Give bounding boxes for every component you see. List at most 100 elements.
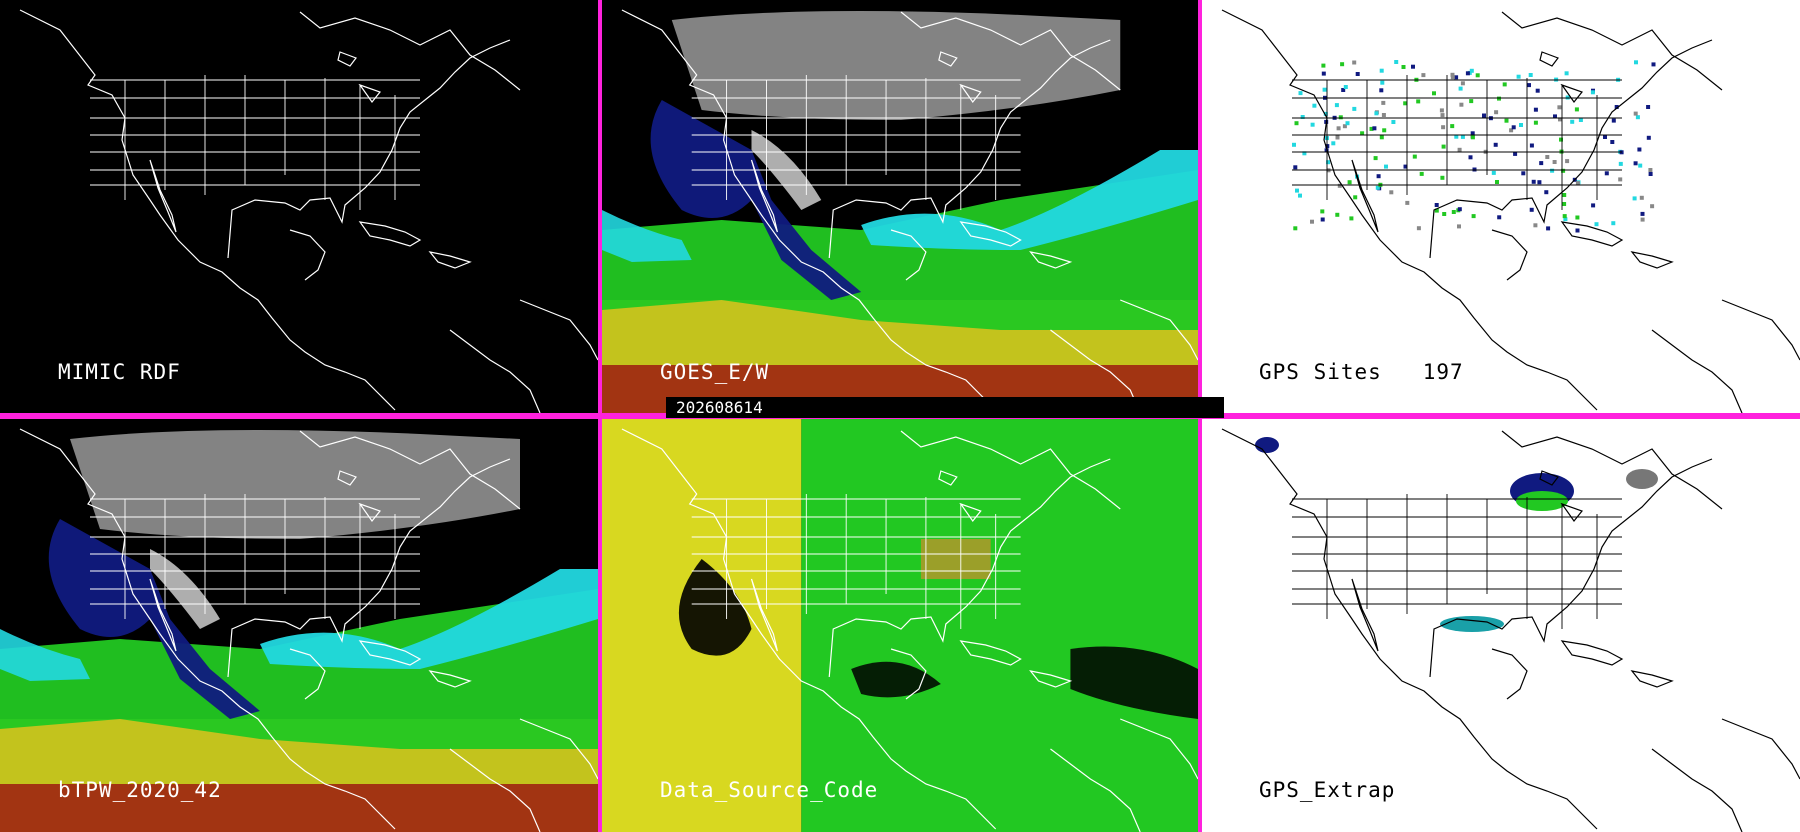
- gps-site-marker: [1539, 161, 1544, 166]
- gps-site-marker: [1553, 114, 1557, 119]
- tpw-band-gray: [70, 430, 520, 539]
- gps-site-marker: [1381, 113, 1386, 117]
- gps-site-marker: [1341, 88, 1346, 92]
- gps-site-marker: [1564, 71, 1569, 76]
- extrap-blob: [1440, 616, 1504, 632]
- gps-site-marker: [1578, 118, 1583, 122]
- gps-site-marker: [1302, 151, 1307, 156]
- panel-gps-sites: GPS Sites 197: [1202, 0, 1800, 413]
- gps-site-marker: [1634, 60, 1638, 65]
- gps-site-marker: [1379, 135, 1384, 140]
- gps-site-marker: [1533, 120, 1538, 125]
- gps-site-marker: [1298, 193, 1302, 198]
- gps-site-marker: [1545, 155, 1550, 159]
- gps-site-marker: [1340, 62, 1345, 67]
- gps-site-marker: [1310, 219, 1314, 224]
- gps-site-marker: [1376, 174, 1381, 179]
- gps-site-marker: [1381, 100, 1386, 105]
- gps-site-marker: [1497, 215, 1502, 220]
- gps-site-marker: [1544, 190, 1549, 195]
- gps-site-marker: [1326, 160, 1331, 165]
- gps-site-marker: [1519, 123, 1523, 127]
- gps-site-marker: [1416, 99, 1421, 104]
- coast-segment: [1029, 670, 1073, 688]
- coast-segment: [519, 299, 598, 361]
- gps-site-marker: [1646, 135, 1651, 140]
- coast-segment: [621, 428, 997, 830]
- panel-label-gps-sites: GPS Sites 197: [1259, 360, 1464, 384]
- gps-site-marker: [1421, 73, 1426, 78]
- gps-site-marker: [1565, 95, 1570, 100]
- extrap-blob: [1516, 491, 1568, 511]
- coast-segment: [1120, 718, 1198, 780]
- coast-segment: [890, 648, 927, 700]
- gps-site-marker: [1338, 115, 1343, 120]
- gps-site-marker: [1565, 159, 1570, 164]
- gps-site-marker: [1411, 64, 1415, 69]
- gps-site-marker: [1639, 195, 1644, 200]
- coast-segment: [1560, 640, 1624, 666]
- gps-site-marker: [1470, 135, 1475, 140]
- gps-site-marker: [1419, 171, 1424, 176]
- gps-site-marker: [1432, 91, 1436, 96]
- gps-site-marker: [1312, 103, 1317, 108]
- coast-segment: [938, 470, 982, 522]
- tpw-band-cyan: [861, 150, 1198, 250]
- coast-segment: [358, 640, 422, 666]
- tpw-band-cyan-west: [602, 210, 692, 262]
- extrap-blob: [1255, 437, 1279, 453]
- tpw-band-red: [0, 784, 598, 832]
- gps-site-marker: [1379, 88, 1384, 93]
- gps-site-marker: [1511, 125, 1516, 130]
- coast-segment: [149, 159, 177, 233]
- gps-site-marker: [1298, 91, 1303, 96]
- gps-site-marker: [1495, 180, 1499, 184]
- panel-goes-ew: GOES_E/W: [602, 0, 1198, 413]
- gps-site-marker: [1590, 90, 1595, 95]
- source-region-green: [801, 419, 1198, 832]
- tpw-band-cyan-west: [0, 629, 90, 681]
- gps-site-marker: [1563, 217, 1568, 222]
- gps-site-marker: [1352, 106, 1357, 111]
- map-mimic-rdf: [19, 9, 598, 413]
- gps-site-marker: [1310, 122, 1315, 127]
- gps-site-marker: [1342, 124, 1347, 129]
- gps-site-marker: [1471, 214, 1476, 219]
- gps-site-marker: [1347, 180, 1352, 185]
- gps-site-marker: [1353, 195, 1358, 200]
- gps-site-marker: [1521, 171, 1526, 176]
- gps-site-marker: [1457, 207, 1462, 212]
- timestamp-bar: 202608614: [666, 397, 1224, 418]
- gps-site-marker: [1562, 214, 1567, 219]
- gps-site-marker: [1482, 113, 1486, 118]
- coast-segment: [1050, 329, 1141, 413]
- coast-segment: [1539, 470, 1583, 522]
- gps-site-marker: [1441, 144, 1446, 149]
- gps-site-marker: [1450, 75, 1455, 80]
- gps-site-marker: [1558, 117, 1562, 122]
- coast-segment: [227, 39, 511, 259]
- gps-site-marker: [1562, 202, 1567, 206]
- coast-segment: [900, 11, 1121, 91]
- gps-site-marker: [1375, 185, 1380, 190]
- coastline: [19, 428, 598, 832]
- gps-site-marker: [1460, 134, 1465, 139]
- coast-segment: [1221, 428, 1598, 830]
- coast-segment: [519, 718, 598, 780]
- tpw-band-gray: [671, 11, 1121, 120]
- gps-site-marker: [1320, 217, 1325, 222]
- gps-site-marker: [1465, 71, 1470, 76]
- map-data-source-code: [602, 419, 1198, 832]
- gps-site-marker: [1469, 99, 1474, 104]
- gps-site-marker: [1562, 193, 1567, 197]
- gps-site-marker: [1389, 190, 1394, 195]
- coast-segment: [959, 640, 1022, 666]
- coast-segment: [1630, 251, 1674, 269]
- gps-site-markers: [1292, 60, 1656, 233]
- gps-site-marker: [1550, 168, 1555, 173]
- gps-site-marker: [1604, 171, 1609, 176]
- gps-site-marker: [1640, 217, 1645, 222]
- coast-segment: [428, 251, 472, 269]
- coast-segment: [1721, 718, 1800, 780]
- gps-site-marker: [1614, 105, 1619, 109]
